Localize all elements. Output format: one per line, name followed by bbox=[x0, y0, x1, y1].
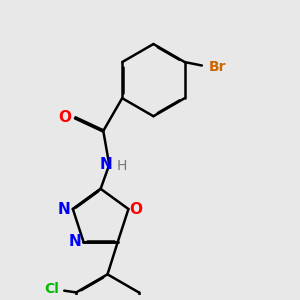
Text: N: N bbox=[58, 202, 70, 217]
Text: N: N bbox=[100, 157, 113, 172]
Text: H: H bbox=[117, 160, 128, 173]
Text: Cl: Cl bbox=[44, 282, 59, 296]
Text: N: N bbox=[68, 234, 81, 249]
Text: O: O bbox=[130, 202, 142, 217]
Text: O: O bbox=[58, 110, 71, 125]
Text: Br: Br bbox=[209, 60, 226, 74]
